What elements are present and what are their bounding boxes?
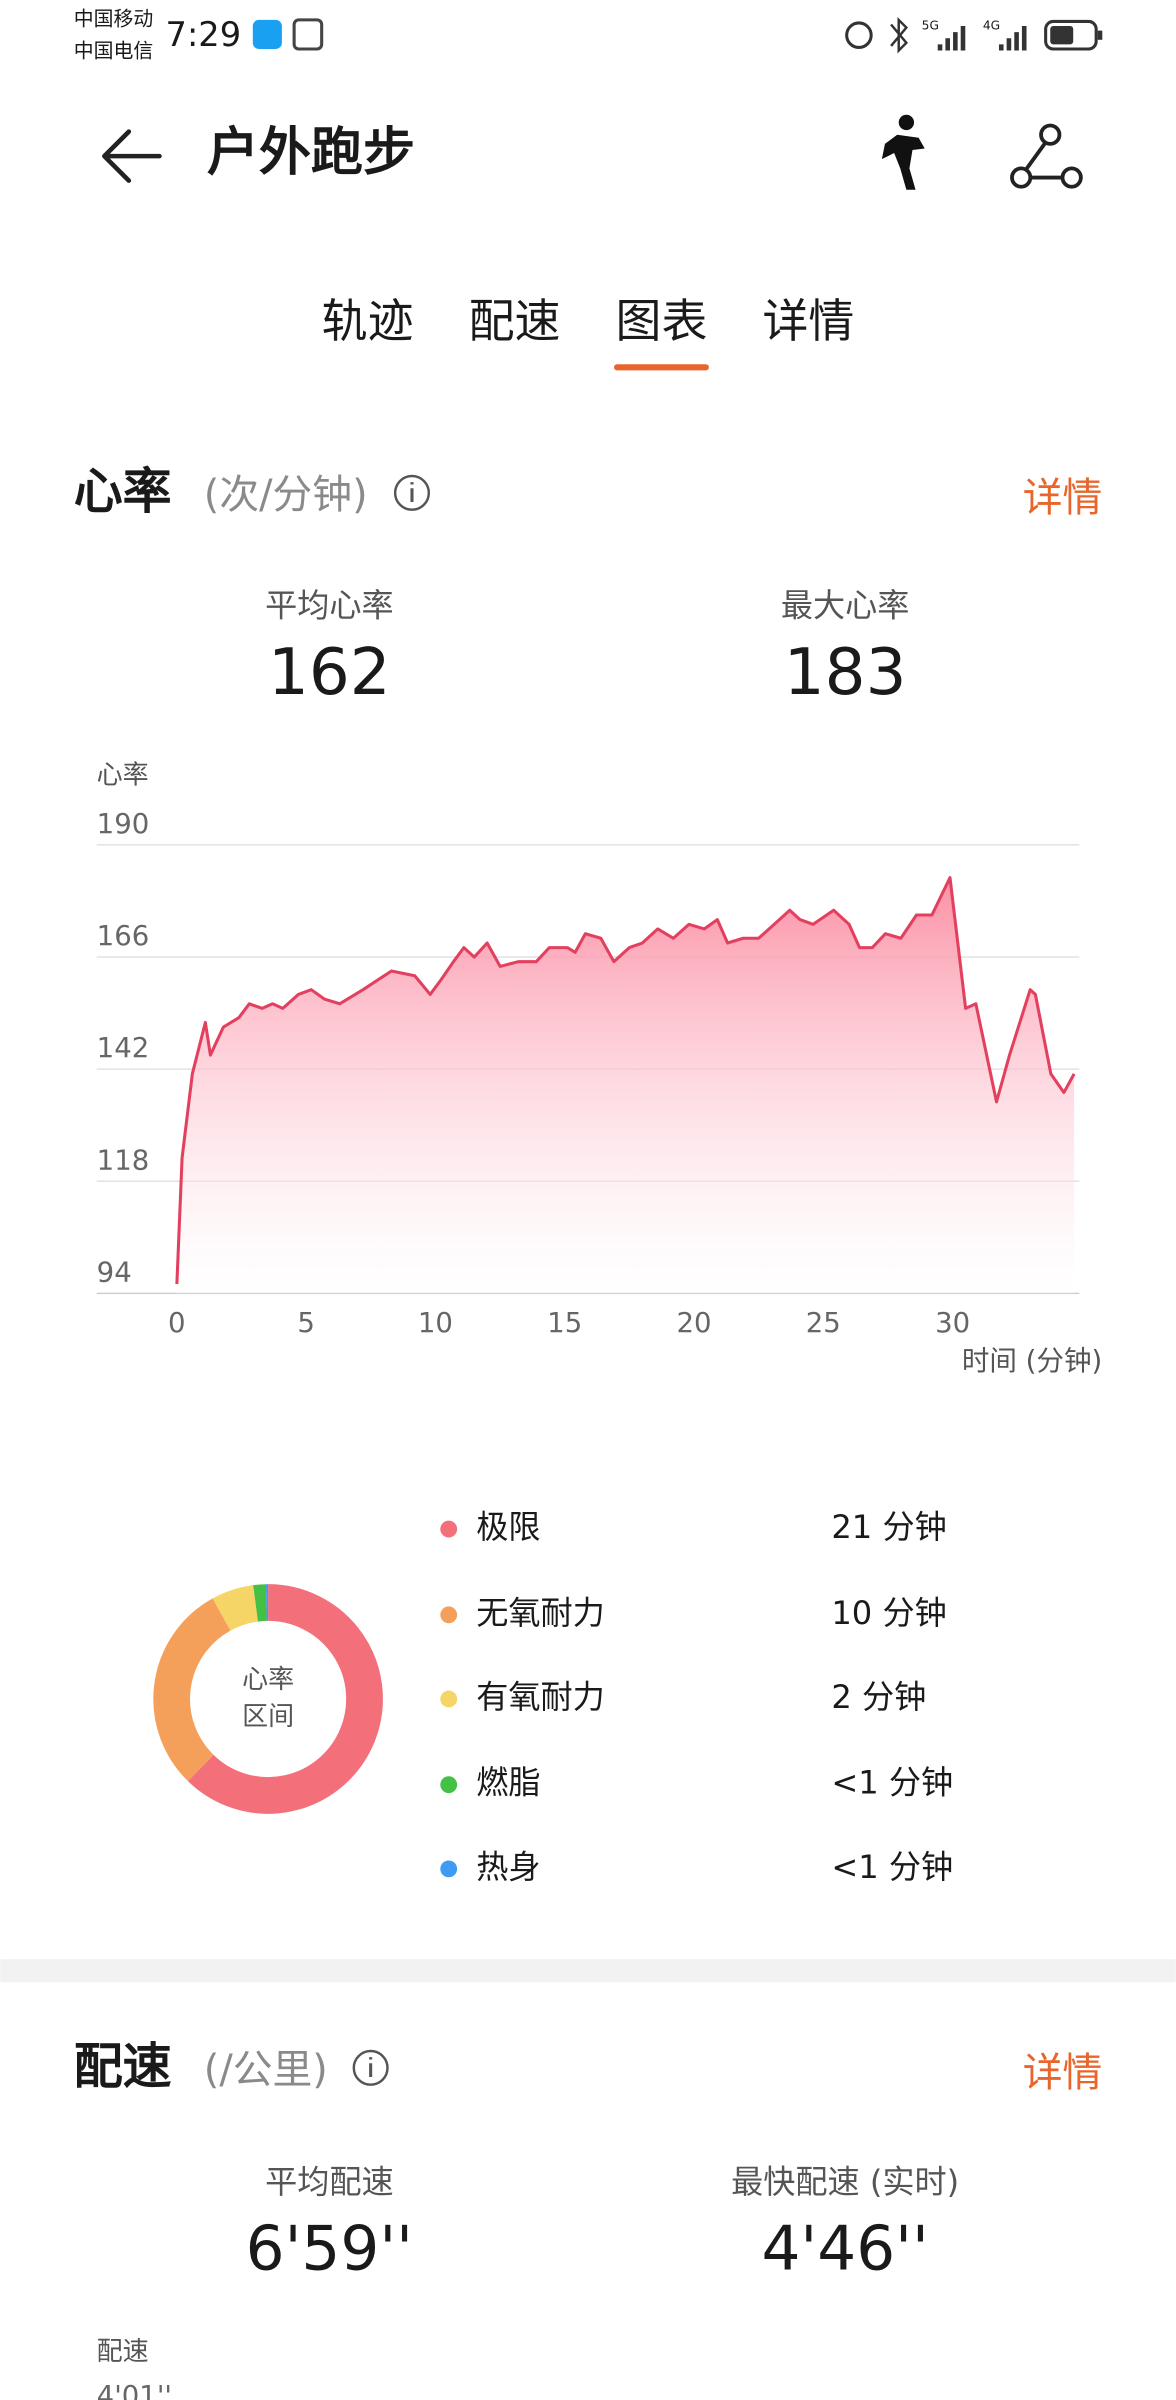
heart-rate-chart: 94 118 142 166 190 0 5 10 15 20 25 30: [96, 808, 1080, 1339]
legend-time: 10 分钟: [831, 1594, 946, 1632]
y-tick-label: 94: [97, 1256, 132, 1288]
battery-level: [1050, 26, 1074, 45]
section-divider: [0, 1959, 1176, 1983]
clock: 7:29: [166, 15, 242, 54]
posture-button[interactable]: [881, 114, 925, 190]
legend-name: 燃脂: [476, 1764, 540, 1802]
legend-time: 2 分钟: [831, 1678, 926, 1716]
x-tick-label: 0: [168, 1307, 186, 1339]
y-tick-label: 118: [97, 1144, 150, 1176]
zone-segment: [212, 1585, 259, 1631]
back-button[interactable]: [102, 129, 162, 183]
y-tick-label: 166: [97, 920, 150, 952]
legend-time: <1 分钟: [831, 1848, 953, 1886]
legend-dot: [440, 1776, 458, 1794]
y-axis-title: 心率: [97, 761, 149, 791]
legend-dot: [440, 1860, 458, 1878]
zone-segment: [253, 1584, 267, 1622]
zone-segment: [153, 1598, 231, 1782]
x-tick-label: 5: [297, 1307, 315, 1339]
heart-rate-line: [175, 876, 1076, 1285]
carrier: 中国移动: [74, 7, 154, 30]
stat-value: 6'59'': [246, 2214, 413, 2285]
section-title: 配速: [74, 2038, 172, 2095]
battery-tip: [1097, 30, 1103, 40]
x-tick-label: 30: [935, 1307, 970, 1339]
share-button[interactable]: [1010, 123, 1083, 189]
x-tick-label: 10: [418, 1307, 453, 1339]
tab-indicator: [614, 364, 709, 371]
zone-segment: [187, 1584, 383, 1814]
section-title: 心率: [74, 463, 172, 520]
tab[interactable]: 轨迹: [322, 294, 414, 348]
legend-name: 无氧耐力: [476, 1594, 604, 1632]
nfc-icon: [292, 18, 324, 51]
info-icon[interactable]: [352, 2049, 389, 2086]
info-icon[interactable]: [393, 474, 431, 511]
x-axis-title: 时间 (分钟): [962, 1345, 1102, 1377]
area-fill: [176, 877, 1075, 1294]
stat-value: 162: [268, 635, 391, 710]
legend-name: 极限: [476, 1508, 540, 1546]
legend-name: 热身: [476, 1848, 540, 1886]
zone-donut: [153, 1584, 383, 1814]
section-unit: (/公里): [204, 2047, 328, 2093]
stat-label: 最大心率: [781, 587, 910, 625]
bluetooth-icon: [890, 16, 909, 54]
alarm-icon: [845, 21, 873, 49]
legend-time: <1 分钟: [831, 1764, 953, 1802]
legend-time: 21 分钟: [831, 1508, 946, 1546]
stat-value: 4'46'': [761, 2214, 928, 2285]
detail-link[interactable]: 详情: [1023, 2050, 1103, 2096]
donut-label: 心率: [242, 1665, 294, 1695]
network-type: 5G: [922, 19, 939, 33]
battery-icon: [1044, 19, 1098, 51]
tab[interactable]: 详情: [762, 294, 854, 348]
tab[interactable]: 配速: [469, 294, 561, 348]
signal-icon: [937, 26, 1027, 51]
y-tick-label: 190: [97, 808, 150, 840]
y-tick-label: 4'01'': [97, 2380, 172, 2400]
carrier: 中国电信: [74, 40, 154, 63]
tab-bar: 轨迹 配速 图表 详情: [322, 294, 854, 371]
section-unit: (次/分钟): [204, 472, 368, 518]
legend-name: 有氧耐力: [476, 1678, 604, 1716]
detail-link[interactable]: 详情: [1023, 475, 1103, 521]
y-axis-title: 配速: [97, 2337, 149, 2367]
page-title: 户外跑步: [207, 123, 415, 183]
stat-label: 平均配速: [265, 2163, 394, 2201]
stat-label: 平均心率: [265, 587, 394, 625]
donut-label: 区间: [242, 1702, 294, 1732]
x-tick-label: 20: [676, 1307, 711, 1339]
legend-dot: [440, 1520, 458, 1538]
stat-value: 183: [784, 635, 907, 710]
network-type: 4G: [983, 19, 1000, 33]
legend-dot: [440, 1690, 458, 1708]
x-tick-label: 25: [806, 1307, 841, 1339]
legend-dot: [440, 1606, 458, 1624]
app-icon: [252, 19, 282, 49]
y-tick-label: 142: [97, 1032, 150, 1064]
stat-label: 最快配速 (实时): [731, 2163, 959, 2201]
tab[interactable]: 图表: [616, 294, 708, 348]
x-tick-label: 15: [547, 1307, 582, 1339]
